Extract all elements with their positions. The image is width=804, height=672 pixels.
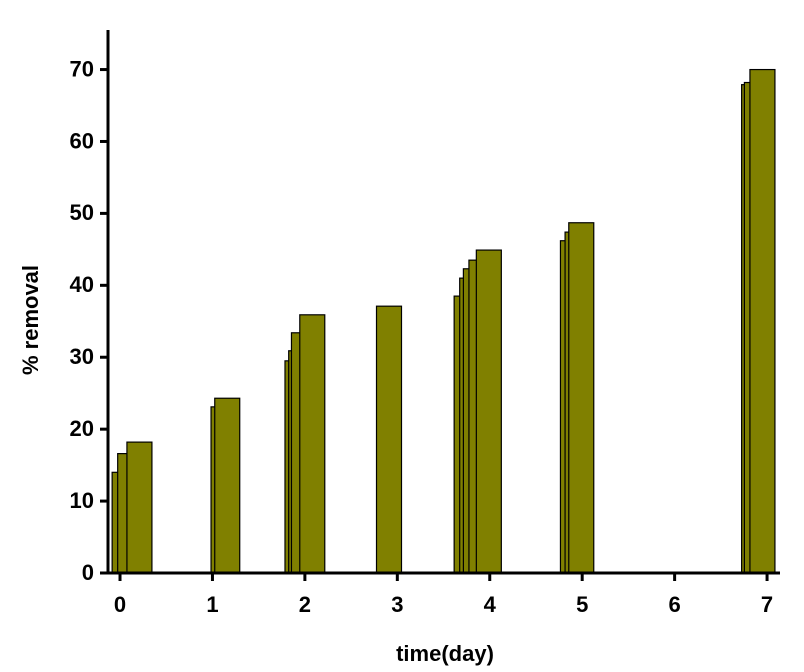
bar <box>299 314 326 574</box>
y-axis-title: % removal <box>18 265 43 375</box>
bar <box>749 68 776 574</box>
x-tick-label: 1 <box>206 592 218 617</box>
bar <box>475 249 502 574</box>
y-tick-label: 10 <box>70 488 94 513</box>
y-tick-label: 70 <box>70 56 94 81</box>
x-tick-label: 0 <box>114 592 126 617</box>
x-tick-label: 4 <box>484 592 497 617</box>
y-tick-label: 0 <box>82 560 94 585</box>
x-tick-label: 6 <box>668 592 680 617</box>
x-tick-label: 2 <box>299 592 311 617</box>
y-tick-label: 20 <box>70 416 94 441</box>
bar <box>214 397 241 574</box>
x-tick-label: 7 <box>761 592 773 617</box>
bar <box>568 222 595 574</box>
x-tick-label: 3 <box>391 592 403 617</box>
y-tick-label: 30 <box>70 344 94 369</box>
x-axis-title: time(day) <box>396 641 494 666</box>
y-tick-label: 60 <box>70 128 94 153</box>
y-tick-label: 40 <box>70 272 94 297</box>
bar <box>126 441 153 574</box>
y-tick-label: 50 <box>70 200 94 225</box>
bar <box>375 305 403 574</box>
x-tick-label: 5 <box>576 592 588 617</box>
